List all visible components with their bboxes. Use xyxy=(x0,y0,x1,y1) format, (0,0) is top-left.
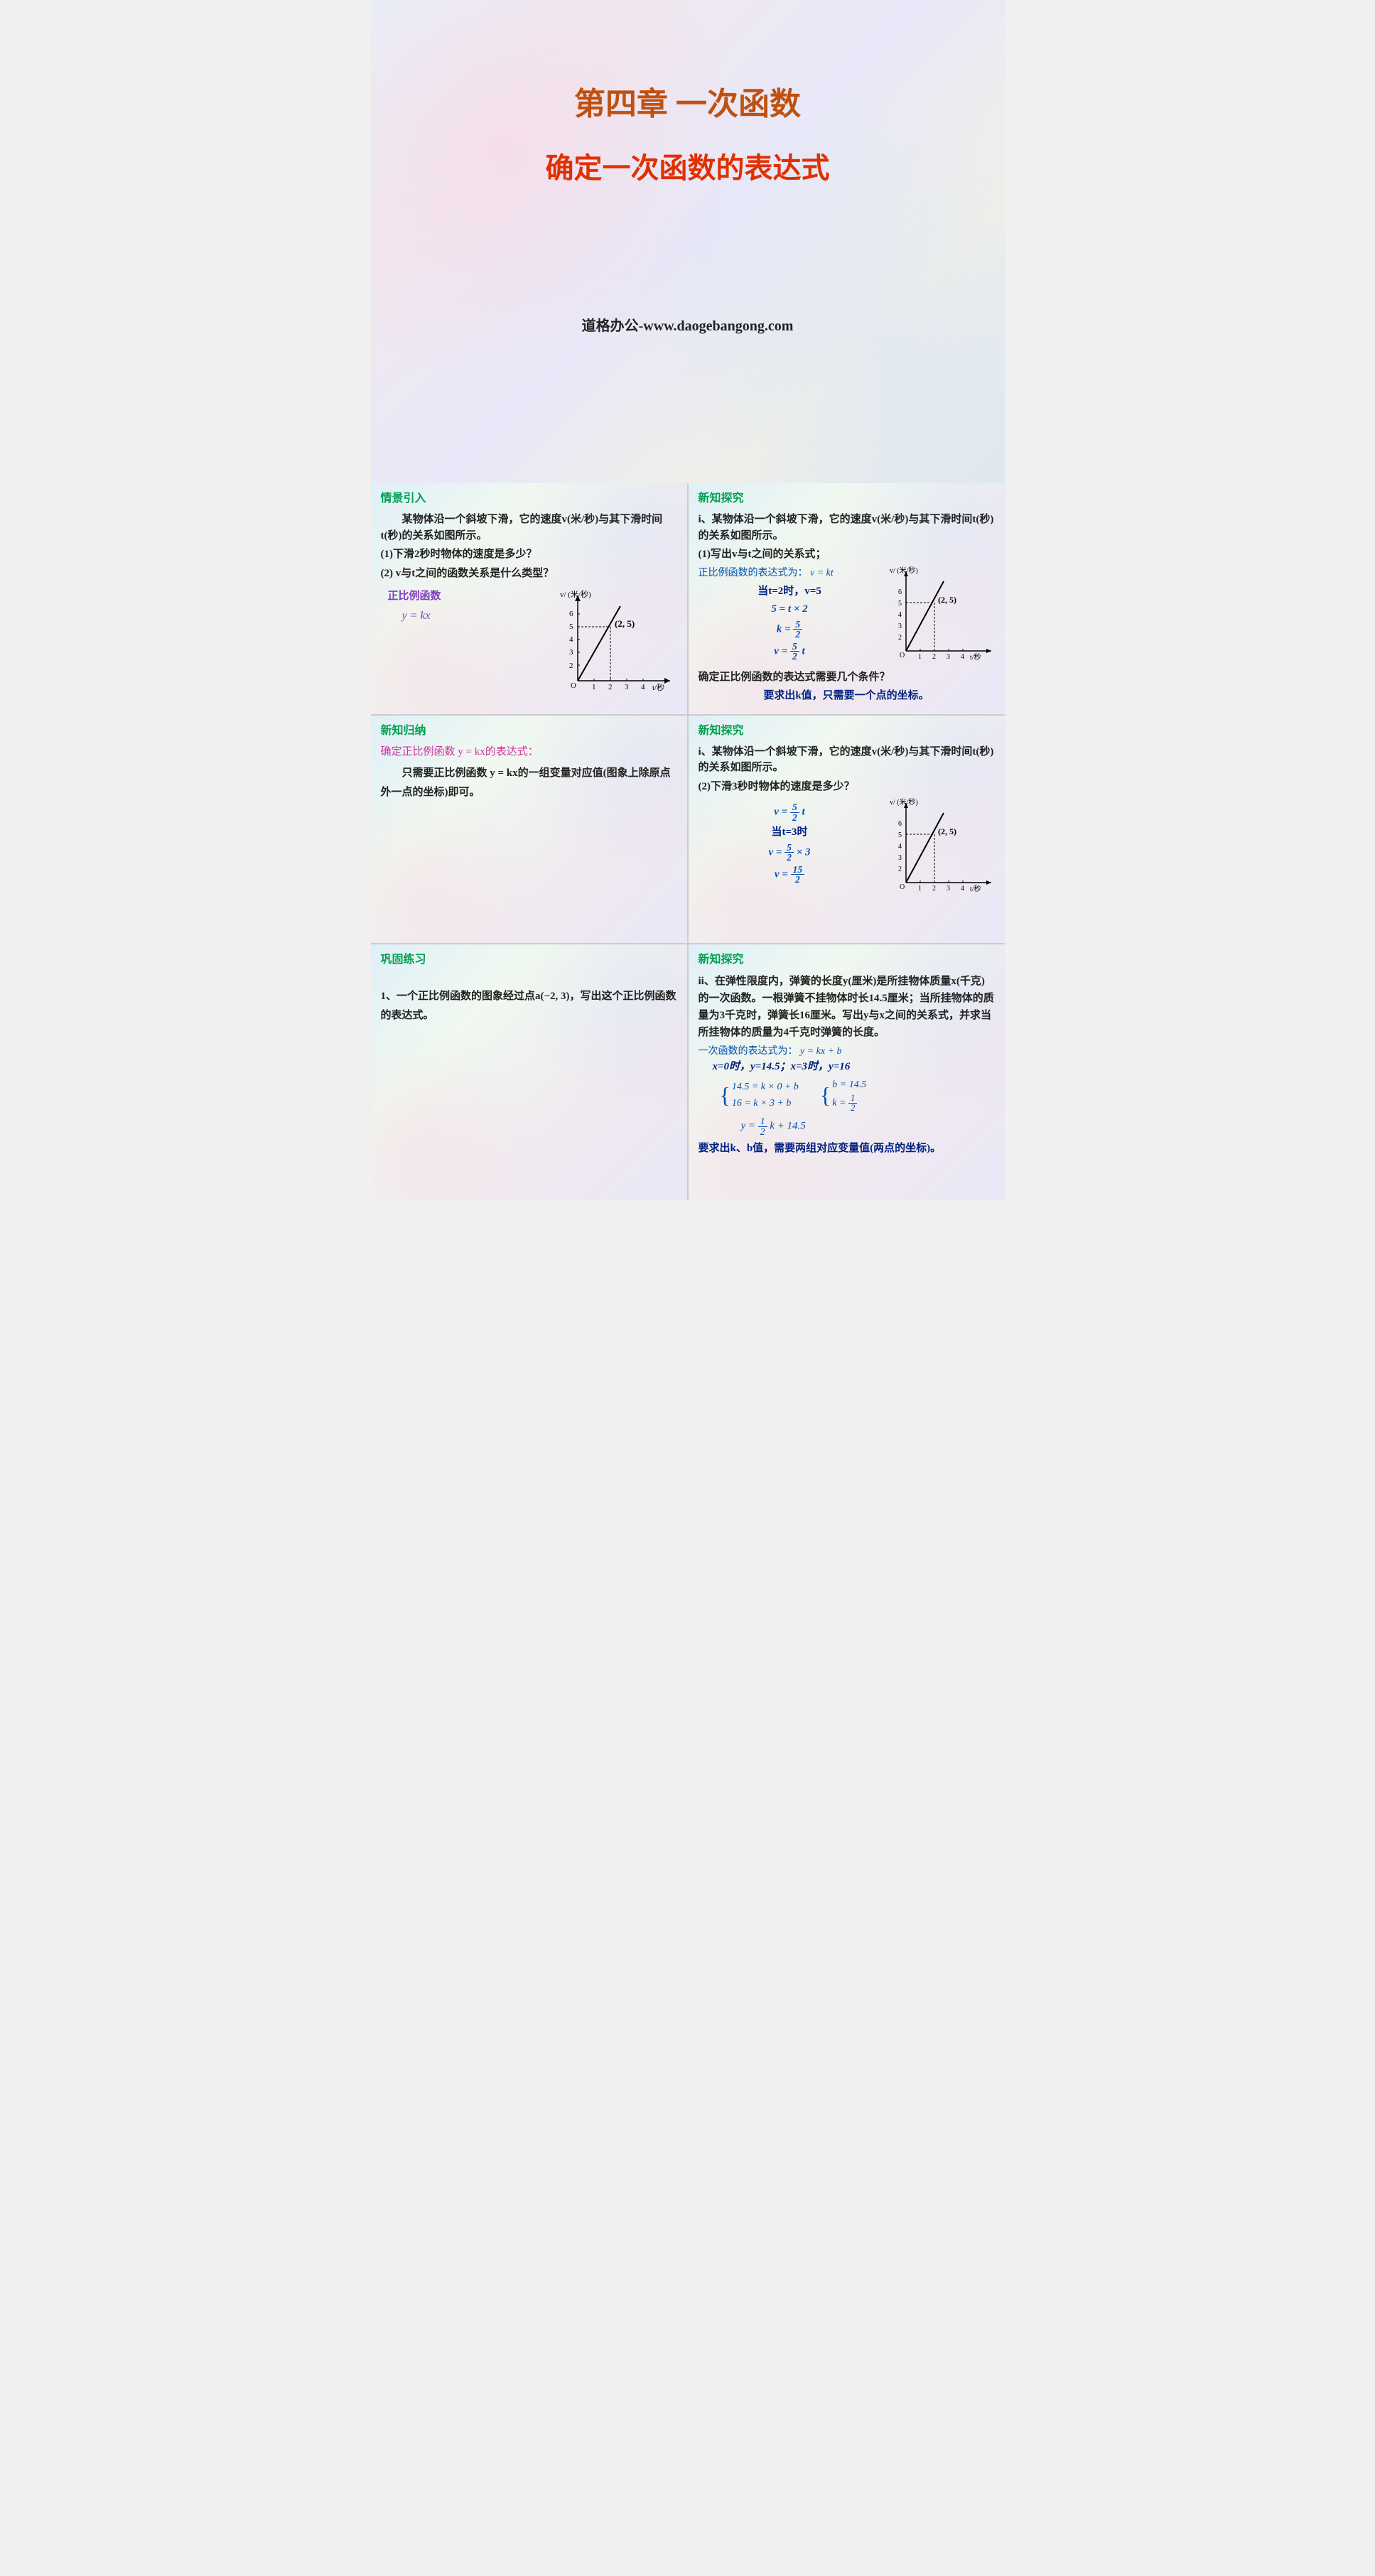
slide-scenario: 情景引入 某物体沿一个斜坡下滑，它的速度v(米/秒)与其下滑时间t(秒)的关系如… xyxy=(371,483,687,714)
question-2: (2) v与t之间的函数关系是什么类型？ xyxy=(381,566,677,582)
velocity-chart: O 1 2 3 4 2 3 4 5 6 (2, 5) v/ (米/秒) t/秒 xyxy=(556,588,677,695)
section-label: 新知探究 xyxy=(699,723,995,740)
slide-explore-1: 新知探究 i、某物体沿一个斜坡下滑，它的速度v(米/秒)与其下滑时间t(秒)的关… xyxy=(689,483,1005,714)
proportional-label: 正比例函数 xyxy=(388,588,549,605)
slide-induct: 新知归纳 确定正比例函数 y = kx的表达式： 只需要正比例函数 y = kx… xyxy=(371,716,687,943)
eq-v1: v = 52 t xyxy=(699,802,881,822)
svg-text:3: 3 xyxy=(898,854,902,862)
svg-text:v/ (米/秒): v/ (米/秒) xyxy=(560,589,591,599)
svg-text:4: 4 xyxy=(961,885,964,893)
section-label: 新知归纳 xyxy=(381,723,677,740)
system-2: { b = 14.5 k = 12 xyxy=(820,1077,866,1112)
problem-text: ii、在弹性限度内，弹簧的长度y(厘米)是所挂物体质量x(千克)的一次函数。一根… xyxy=(699,973,995,1041)
chapter-title: 第四章 一次函数 xyxy=(371,78,1005,124)
svg-text:2: 2 xyxy=(898,866,902,873)
system-1: { 14.5 = k × 0 + b 16 = k × 3 + b xyxy=(720,1077,799,1112)
origin-label: O xyxy=(571,681,576,690)
exp-label: 一次函数的表达式为： xyxy=(699,1046,798,1057)
svg-text:2: 2 xyxy=(898,634,902,642)
svg-text:5: 5 xyxy=(898,831,902,839)
svg-text:3: 3 xyxy=(569,648,573,657)
subtitle: 确定一次函数的表达式 xyxy=(371,145,1005,186)
exp-label: 正比例函数的表达式为： xyxy=(699,568,808,578)
question-text: 确定正比例函数的表达式需要几个条件？ xyxy=(699,669,995,686)
title-slide: 第四章 一次函数 确定一次函数的表达式 道格办公-www.daogebangon… xyxy=(371,0,1005,483)
svg-text:t/秒: t/秒 xyxy=(970,884,981,893)
answer-text: 要求出k值，只需要一个点的坐标。 xyxy=(699,688,995,704)
body-text: 只需要正比例函数 y = kx的一组变量对应值(图象上除原点外一点的坐标)即可。 xyxy=(381,764,677,802)
svg-text:O: O xyxy=(900,652,905,659)
conditions: x=0时，y=14.5；x=3时，y=16 xyxy=(713,1059,995,1075)
watermark: 道格办公-www.daogebangong.com xyxy=(371,314,1005,335)
velocity-chart: O 1 2 3 4 2 3 4 5 6 (2, 5) v/ (米/秒) t/秒 xyxy=(888,566,995,665)
svg-text:v/ (米/秒): v/ (米/秒) xyxy=(890,566,918,575)
section-label: 情景引入 xyxy=(381,490,677,507)
svg-text:3: 3 xyxy=(625,683,629,691)
question-2: (2)下滑3秒时物体的速度是多少？ xyxy=(699,779,995,795)
equation-ykxb: y = kx + b xyxy=(800,1046,842,1057)
slide-explore-3: 新知探究 ii、在弹性限度内，弹簧的长度y(厘米)是所挂物体质量x(千克)的一次… xyxy=(689,944,1005,1200)
svg-text:1: 1 xyxy=(918,653,922,661)
svg-text:(2, 5): (2, 5) xyxy=(938,595,956,605)
equation-ykx: y = kx xyxy=(402,608,549,625)
svg-text:4: 4 xyxy=(961,653,964,661)
svg-text:4: 4 xyxy=(898,611,902,619)
condition: 当t=3时 xyxy=(699,824,881,841)
svg-text:t/秒: t/秒 xyxy=(970,652,981,662)
svg-text:4: 4 xyxy=(641,683,645,691)
svg-text:t/秒: t/秒 xyxy=(652,682,664,692)
svg-text:2: 2 xyxy=(932,885,936,893)
answer-text: 要求出k、b值，需要两组对应变量值(两点的坐标)。 xyxy=(699,1141,995,1157)
practice-text: 1、一个正比例函数的图象经过点a(−2, 3)，写出这个正比例函数的表达式。 xyxy=(381,987,677,1025)
result-equation: y = 12 k + 14.5 xyxy=(741,1116,995,1136)
svg-text:2: 2 xyxy=(932,653,936,661)
document-container: 第四章 一次函数 确定一次函数的表达式 道格办公-www.daogebangon… xyxy=(371,0,1005,1200)
velocity-chart: O 1 2 3 4 2 3 4 5 6 (2, 5) v/ (米/秒) t/秒 xyxy=(888,797,995,897)
svg-text:1: 1 xyxy=(918,885,922,893)
eq-1: 5 = t × 2 xyxy=(699,601,881,618)
equation-vkt: v = kt xyxy=(810,568,834,578)
svg-text:v/ (米/秒): v/ (米/秒) xyxy=(890,797,918,807)
eq-k: k = 52 xyxy=(699,620,881,640)
svg-text:3: 3 xyxy=(898,623,902,630)
heading: 确定正比例函数 y = kx的表达式： xyxy=(381,744,677,760)
problem-text: i、某物体沿一个斜坡下滑，它的速度v(米/秒)与其下滑时间t(秒)的关系如图所示… xyxy=(699,744,995,776)
svg-text:O: O xyxy=(900,883,905,891)
section-label: 巩固练习 xyxy=(381,952,677,969)
svg-text:(2, 5): (2, 5) xyxy=(615,618,635,629)
condition: 当t=2时，v=5 xyxy=(699,583,881,600)
eq-v3: v = 152 xyxy=(699,865,881,885)
eq-v2: v = 52 × 3 xyxy=(699,843,881,863)
svg-text:6: 6 xyxy=(898,820,902,828)
slides-grid: 情景引入 某物体沿一个斜坡下滑，它的速度v(米/秒)与其下滑时间t(秒)的关系如… xyxy=(371,483,1005,1200)
section-label: 新知探究 xyxy=(699,952,995,969)
svg-text:1: 1 xyxy=(592,683,596,691)
svg-text:(2, 5): (2, 5) xyxy=(938,826,956,836)
question-1: (1)写出v与t之间的关系式； xyxy=(699,546,995,563)
svg-text:4: 4 xyxy=(569,635,573,644)
slide-explore-2: 新知探究 i、某物体沿一个斜坡下滑，它的速度v(米/秒)与其下滑时间t(秒)的关… xyxy=(689,716,1005,943)
svg-text:6: 6 xyxy=(569,610,573,618)
problem-text: i、某物体沿一个斜坡下滑，它的速度v(米/秒)与其下滑时间t(秒)的关系如图所示… xyxy=(699,512,995,544)
svg-text:5: 5 xyxy=(898,600,902,608)
section-label: 新知探究 xyxy=(699,490,995,507)
problem-text: 某物体沿一个斜坡下滑，它的速度v(米/秒)与其下滑时间t(秒)的关系如图所示。 xyxy=(381,512,677,544)
svg-text:2: 2 xyxy=(608,683,613,691)
svg-text:3: 3 xyxy=(947,653,950,661)
svg-text:2: 2 xyxy=(569,662,573,670)
svg-text:4: 4 xyxy=(898,843,902,851)
svg-text:3: 3 xyxy=(947,885,950,893)
svg-text:6: 6 xyxy=(898,588,902,596)
question-1: (1)下滑2秒时物体的速度是多少？ xyxy=(381,546,677,563)
slide-practice: 巩固练习 1、一个正比例函数的图象经过点a(−2, 3)，写出这个正比例函数的表… xyxy=(371,944,687,1200)
svg-text:5: 5 xyxy=(569,623,573,631)
eq-v: v = 52 t xyxy=(699,642,881,662)
